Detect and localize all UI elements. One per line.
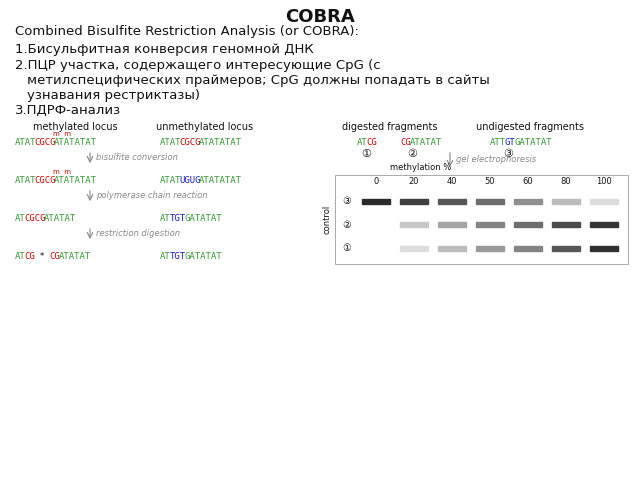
Bar	[438, 222, 466, 228]
Text: 100: 100	[596, 177, 612, 186]
Text: restriction digestion: restriction digestion	[96, 229, 180, 239]
Text: CG: CG	[400, 138, 411, 147]
Bar	[401, 199, 428, 204]
Bar	[476, 199, 504, 204]
Bar	[590, 199, 618, 204]
Text: AT: AT	[357, 138, 368, 147]
Bar	[438, 246, 466, 251]
Text: TGT: TGT	[170, 252, 186, 261]
Text: m  m: m m	[53, 169, 71, 175]
Text: digested fragments: digested fragments	[342, 122, 438, 132]
Text: UGUG: UGUG	[179, 176, 201, 185]
Text: AT: AT	[15, 214, 26, 223]
Text: undigested fragments: undigested fragments	[476, 122, 584, 132]
Bar	[401, 222, 428, 228]
Text: control: control	[322, 205, 331, 234]
Text: ATATATAT: ATATATAT	[199, 138, 242, 147]
Bar	[362, 199, 390, 204]
Bar	[476, 246, 504, 251]
Text: ATATAT: ATATAT	[59, 252, 91, 261]
Text: CGCG: CGCG	[35, 138, 56, 147]
Bar	[476, 222, 504, 228]
Text: ATATAT: ATATAT	[44, 214, 76, 223]
Text: ②: ②	[407, 149, 417, 159]
Bar	[438, 199, 466, 204]
Text: 1.Бисульфитная конверсия геномной ДНК: 1.Бисульфитная конверсия геномной ДНК	[15, 43, 314, 56]
Text: ATAT: ATAT	[15, 138, 36, 147]
Bar	[590, 222, 618, 228]
Text: ATAT: ATAT	[160, 138, 182, 147]
Text: ①: ①	[361, 149, 371, 159]
Text: m  m: m m	[53, 131, 71, 137]
Text: ATAT: ATAT	[160, 176, 182, 185]
Text: ③: ③	[503, 149, 513, 159]
Text: methylation %: methylation %	[390, 163, 451, 172]
Text: ②: ②	[342, 220, 351, 230]
Text: ATATATAT: ATATATAT	[199, 176, 242, 185]
Text: COBRA: COBRA	[285, 8, 355, 26]
Text: methylated locus: methylated locus	[33, 122, 117, 132]
Text: GT: GT	[504, 138, 515, 147]
Bar	[401, 246, 428, 251]
Text: CG: CG	[25, 252, 35, 261]
Bar	[552, 199, 580, 204]
Bar	[590, 246, 618, 251]
Text: AT: AT	[160, 214, 171, 223]
Bar	[552, 222, 580, 228]
Text: gel electrophoresis: gel electrophoresis	[456, 156, 536, 165]
Bar	[515, 246, 541, 251]
Text: AT: AT	[15, 252, 26, 261]
Text: ATATAT: ATATAT	[410, 138, 442, 147]
Text: 0: 0	[373, 177, 379, 186]
Text: CG: CG	[49, 252, 60, 261]
Text: Combined Bisulfite Restriction Analysis (or COBRA):: Combined Bisulfite Restriction Analysis …	[15, 25, 359, 38]
Text: CGCG: CGCG	[25, 214, 46, 223]
Text: 20: 20	[409, 177, 419, 186]
Text: ATATATAT: ATATATAT	[54, 138, 97, 147]
Text: ATAT: ATAT	[15, 176, 36, 185]
Text: *: *	[35, 252, 51, 261]
Text: GATATAT: GATATAT	[184, 214, 222, 223]
Text: 50: 50	[484, 177, 495, 186]
Text: узнавания рестриктазы): узнавания рестриктазы)	[27, 89, 200, 102]
Text: ③: ③	[342, 196, 351, 206]
Bar	[515, 222, 541, 228]
Text: bisulfite conversion: bisulfite conversion	[96, 154, 178, 163]
Bar	[552, 246, 580, 251]
Text: ATT: ATT	[490, 138, 506, 147]
Text: 60: 60	[523, 177, 533, 186]
Text: 40: 40	[447, 177, 457, 186]
Text: ATATATAT: ATATATAT	[54, 176, 97, 185]
Text: 2.ПЦР участка, содержащего интересующие CpG (с: 2.ПЦР участка, содержащего интересующие …	[15, 59, 381, 72]
Text: GATATAT: GATATAT	[184, 252, 222, 261]
Text: 80: 80	[561, 177, 572, 186]
Bar	[515, 199, 541, 204]
Text: метилспецифических праймеров; CpG должны попадать в сайты: метилспецифических праймеров; CpG должны…	[27, 74, 490, 87]
Bar	[335, 175, 628, 264]
Text: polymerase chain reaction: polymerase chain reaction	[96, 192, 207, 201]
Text: CG: CG	[367, 138, 378, 147]
Text: TGT: TGT	[170, 214, 186, 223]
Text: AT: AT	[160, 252, 171, 261]
Text: CGCG: CGCG	[35, 176, 56, 185]
Text: CGCG: CGCG	[179, 138, 201, 147]
Text: GATATAT: GATATAT	[515, 138, 552, 147]
Text: ①: ①	[342, 243, 351, 253]
Text: unmethylated locus: unmethylated locus	[156, 122, 253, 132]
Text: 3.ПДРФ-анализ: 3.ПДРФ-анализ	[15, 104, 121, 117]
